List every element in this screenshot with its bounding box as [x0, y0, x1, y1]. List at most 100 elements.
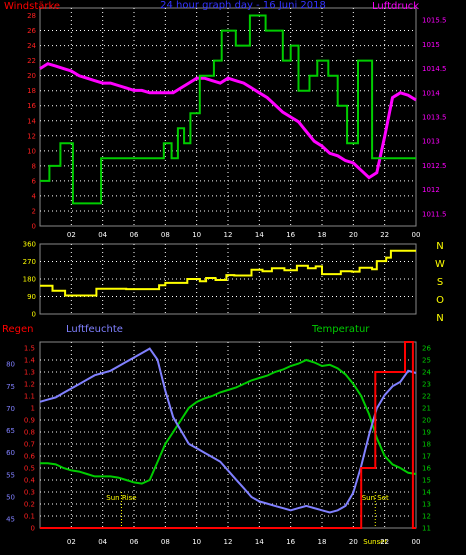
wind-tick-label: 4: [32, 192, 37, 200]
x-tick-label: 04: [98, 538, 107, 546]
x-tick-label: 06: [130, 231, 139, 239]
x-tick-label: 20: [349, 538, 358, 546]
temperature-tick-label: 20: [422, 417, 431, 425]
sunset-time-label: Sunset: [363, 538, 387, 546]
temperature-tick-label: 11: [422, 525, 431, 533]
rain-tick-label: 1.3: [24, 369, 35, 377]
wind-pressure-panel: 02 04 06 08 10 12 14 16 18 20 22 002826242220181614…: [4, 0, 447, 239]
temperature-tick-label: 17: [422, 453, 431, 461]
rain-tick-label: 1.1: [24, 393, 35, 401]
x-tick-label: 12: [224, 538, 233, 546]
humidity-tick-label: 60: [6, 449, 15, 457]
wind-line: [40, 14, 416, 205]
humidity-axis-label: Luftfeuchte: [66, 324, 123, 335]
x-tick-label: 22: [380, 231, 389, 239]
wind-tick-label: 16: [27, 102, 36, 110]
x-tick-label: 16: [286, 538, 295, 546]
x-tick-label: 18: [318, 231, 327, 239]
pressure-tick-label: 1013.5: [422, 114, 447, 122]
humidity-line: [39, 347, 417, 514]
compass-label: O: [436, 295, 444, 306]
x-tick-label: 00: [412, 231, 421, 239]
sun-marker-label: Sun Set: [362, 494, 389, 502]
wind-pressure-series: [39, 14, 417, 205]
x-tick-label: 08: [161, 538, 170, 546]
x-tick-label: 12: [224, 231, 233, 239]
x-tick-label: 14: [255, 231, 264, 239]
x-tick-label: 18: [318, 538, 327, 546]
temperature-tick-label: 19: [422, 429, 431, 437]
x-tick-label: 02: [67, 231, 76, 239]
rain-tick-label: 0: [31, 525, 35, 533]
x-tick-label: 06: [130, 538, 139, 546]
rain-humidity-temperature-series: [39, 341, 417, 529]
x-tick-label: 20: [349, 231, 358, 239]
temperature-tick-label: 15: [422, 477, 431, 485]
wind-tick-label: 12: [27, 132, 36, 140]
rain-tick-label: 0.5: [24, 465, 35, 473]
rain-tick-label: 0.2: [24, 501, 35, 509]
rain-tick-label: 0.6: [24, 453, 36, 461]
pressure-tick-label: 1012: [422, 186, 440, 194]
compass-label: N: [436, 313, 443, 324]
wind-tick-label: 2: [32, 207, 36, 215]
wind-direction-grid: [40, 244, 416, 314]
x-tick-label: 10: [192, 231, 201, 239]
temperature-tick-label: 23: [422, 381, 431, 389]
humidity-tick-label: 65: [6, 427, 15, 435]
pressure-tick-label: 1013: [422, 138, 440, 146]
rain-tick-label: 0.1: [24, 513, 35, 521]
compass-label: S: [437, 277, 443, 288]
wind-tick-label: 10: [27, 147, 36, 155]
sun-marker-label: Sun Rise: [106, 494, 136, 502]
pressure-tick-label: 1015.5: [422, 17, 447, 25]
wind-pressure-ticks: 02 04 06 08 10 12 14 16 18 20 22 002826242220181614…: [27, 12, 446, 239]
humidity-tick-label: 80: [6, 361, 15, 369]
rain-tick-label: 1: [31, 405, 35, 413]
wind-tick-label: 24: [27, 42, 36, 50]
sun-markers: Sun Rise Sun Set Sunset: [106, 492, 389, 546]
humidity-tick-label: 45: [6, 516, 15, 524]
wind-tick-label: 20: [27, 72, 36, 80]
x-tick-label: 02: [67, 538, 76, 546]
humidity-tick-label: 70: [6, 405, 15, 413]
wind-tick-label: 6: [32, 177, 37, 185]
x-tick-label: 04: [98, 231, 107, 239]
temperature-tick-label: 13: [422, 501, 431, 509]
x-tick-label: 22: [380, 538, 389, 546]
pressure-tick-label: 1015: [422, 41, 440, 49]
rain-tick-label: 0.7: [24, 441, 35, 449]
temperature-tick-label: 18: [422, 441, 431, 449]
temperature-axis-label: Temperatur: [311, 324, 370, 335]
pressure-axis-label: Luftdruck: [372, 1, 419, 12]
wind-axis-label: Windstärke: [4, 1, 60, 12]
rain-tick-label: 0.9: [24, 417, 35, 425]
rain-humidity-temperature-ticks: 02 04 06 08 10 12 14 16 18 20 22 001.51.41.31.21.11…: [6, 345, 431, 547]
x-tick-label: 08: [161, 231, 170, 239]
compass-label: N: [436, 241, 443, 252]
temperature-tick-label: 24: [422, 369, 431, 377]
x-tick-label: 16: [286, 231, 295, 239]
pressure-tick-label: 1011.5: [422, 210, 447, 218]
rain-tick-label: 0.3: [24, 489, 35, 497]
x-tick-label: 00: [412, 538, 421, 546]
wind-direction-tick-label: 270: [23, 258, 36, 266]
rain-line: [40, 341, 416, 529]
pressure-line: [39, 62, 417, 180]
x-tick-label: 10: [192, 538, 201, 546]
temperature-tick-label: 25: [422, 357, 431, 365]
humidity-tick-label: 75: [6, 383, 15, 391]
temperature-tick-label: 22: [422, 393, 431, 401]
rain-axis-label: Regen: [2, 324, 34, 335]
wind-direction-tick-label: 180: [23, 276, 36, 284]
humidity-tick-label: 50: [6, 494, 15, 502]
temperature-tick-label: 26: [422, 345, 431, 353]
pressure-tick-label: 1014: [422, 89, 440, 97]
pressure-tick-label: 1014.5: [422, 65, 447, 73]
wind-direction-series: [40, 249, 416, 297]
temperature-line: [40, 358, 417, 485]
rain-tick-label: 1.5: [24, 345, 35, 353]
